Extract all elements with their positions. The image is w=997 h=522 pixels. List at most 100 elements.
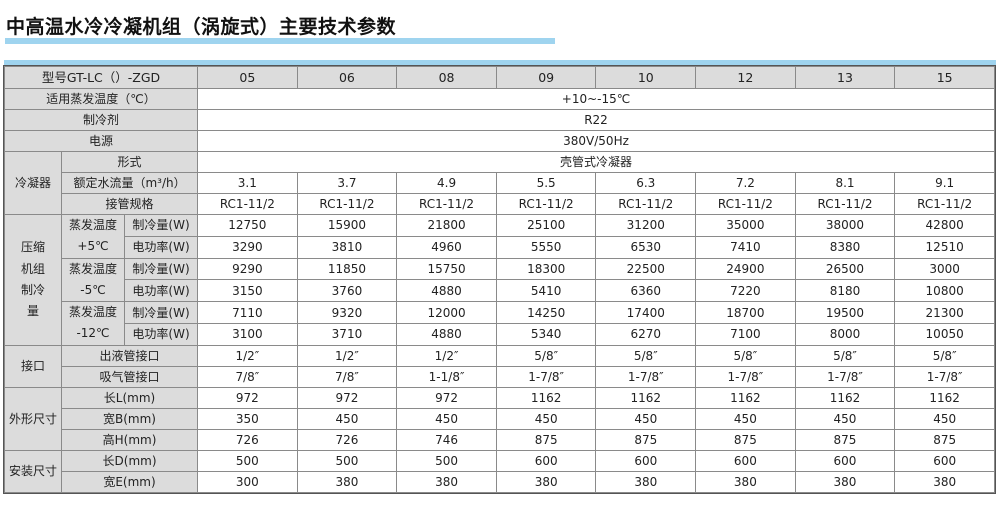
value-cell: 875 (695, 428, 796, 451)
value-cell: 380 (396, 470, 497, 493)
model-header: 13 (794, 66, 896, 89)
value-cell: 15750 (396, 257, 497, 281)
value-cell: 3.1 (197, 172, 298, 194)
model-header: 15 (894, 66, 995, 89)
table-top-band (4, 60, 996, 66)
value-cell: 6.3 (595, 172, 697, 194)
value-cell: RC1-11/2 (595, 193, 697, 215)
label-line: 制冷 (20, 282, 45, 297)
value-cell: 4.9 (396, 172, 497, 194)
value-cell: 450 (695, 407, 796, 430)
value-cell: 18300 (495, 257, 597, 281)
value-cell: RC1-11/2 (296, 193, 398, 215)
value-cell: 1/2″ (396, 344, 497, 367)
value-cell: 7100 (695, 322, 796, 346)
table-row: 蒸发温度 -5℃ 制冷量(W) 9290 11850 15750 18300 22500 249… (5, 257, 995, 303)
label-line: 蒸发温度 (68, 261, 117, 276)
value-cell: 875 (894, 428, 995, 451)
row-value: 壳管式冷凝器 (197, 151, 995, 173)
value-cell: 12510 (894, 235, 995, 259)
table-row: 接口 出液管接口 1/2″ 1/2″ 1/2″ 5/8″ 5/8″ 5/8″ 5/8″ 5/8″ (4, 344, 995, 388)
value-cell: 7.2 (695, 172, 796, 194)
value-cell: RC1-11/2 (396, 193, 497, 215)
row-label: 额定水流量（m³/h） (60, 172, 199, 194)
value-cell: 9.1 (894, 172, 995, 194)
row-label: 制冷量(W) (123, 257, 199, 281)
group-label: 接口 (4, 344, 62, 388)
row-value: +10~-15℃ (197, 88, 995, 110)
row-label: 高H(mm) (60, 428, 199, 451)
value-cell: 1162 (794, 386, 896, 409)
value-cell: 10800 (894, 279, 995, 303)
value-cell: 500 (396, 449, 497, 472)
value-cell: 972 (197, 386, 298, 409)
value-cell: 3760 (296, 279, 398, 303)
value-cell: 5/8″ (794, 344, 896, 367)
value-cell: 380 (894, 470, 995, 493)
title-underline (5, 38, 555, 44)
value-cell: 10050 (894, 322, 995, 346)
value-cell: 972 (296, 386, 398, 409)
value-cell: 875 (794, 428, 896, 451)
value-cell: 25100 (495, 214, 597, 237)
label-line: -12℃ (76, 326, 110, 341)
value-cell: 8380 (794, 235, 896, 259)
value-cell: 21800 (396, 214, 497, 237)
value-cell: 1-7/8″ (695, 365, 796, 388)
value-cell: 14250 (495, 301, 597, 324)
table-row: 蒸发温度 -12℃ 制冷量(W) 7110 9320 12000 14250 17400 187… (5, 301, 995, 346)
header-row: 型号GT-LC（）-ZGD 05 06 08 09 10 12 13 15 (3, 66, 995, 89)
model-header: 08 (396, 66, 497, 89)
value-cell: 380 (495, 470, 597, 493)
table-row: 制冷剂 R22 (3, 109, 995, 131)
value-cell: 5.5 (495, 172, 597, 194)
value-cell: 11850 (296, 257, 398, 281)
table-row: 压缩 机组 制冷量蒸发温度 +5℃ 制冷量(W) 12750 15900 21800 25100… (4, 214, 995, 346)
value-cell: 5/8″ (894, 344, 995, 367)
row-label: 形式 (60, 151, 199, 173)
row-label: 电功率(W) (123, 322, 199, 346)
table-row: 安装尺寸 长D(mm) 500 500 500 600 600 600 600 600 (4, 449, 995, 493)
value-cell: 875 (495, 428, 597, 451)
value-cell: 350 (197, 407, 298, 430)
table-row: 电功率(W) 3290 3810 4960 5550 6530 7410 8380 12510 (5, 235, 995, 259)
value-cell: 21300 (894, 301, 995, 324)
value-cell: 380 (296, 470, 398, 493)
row-label: 电功率(W) (123, 235, 199, 259)
value-cell: 8180 (794, 279, 896, 303)
value-cell: 600 (595, 449, 697, 472)
table-row: 高H(mm) 726 726 746 875 875 875 875 875 (5, 428, 995, 451)
value-cell: 1/2″ (296, 344, 398, 367)
condition-label: 蒸发温度 +5℃ (61, 214, 125, 259)
model-header: 05 (197, 66, 298, 89)
value-cell: 1162 (894, 386, 995, 409)
value-cell: 1/2″ (197, 344, 298, 367)
value-cell: 3810 (296, 235, 398, 259)
value-cell: 12750 (197, 214, 298, 237)
row-label: 吸气管接口 (60, 365, 199, 388)
value-cell: 7110 (197, 301, 298, 324)
model-header: 09 (495, 66, 597, 89)
value-cell: 1-1/8″ (396, 365, 497, 388)
label-line: +5℃ (77, 239, 109, 254)
value-cell: 450 (794, 407, 896, 430)
group-label: 冷凝器 (4, 151, 62, 215)
value-cell: 6360 (595, 279, 697, 303)
value-cell: 3000 (894, 257, 995, 281)
row-label: 出液管接口 (60, 344, 199, 367)
value-cell: 972 (396, 386, 497, 409)
value-cell: 5/8″ (495, 344, 597, 367)
value-cell: 3290 (197, 235, 298, 259)
value-cell: 9290 (197, 257, 298, 281)
value-cell: 3100 (197, 322, 298, 346)
model-header: 10 (595, 66, 697, 89)
value-cell: 726 (197, 428, 298, 451)
value-cell: 380 (595, 470, 697, 493)
value-cell: 450 (595, 407, 697, 430)
value-cell: RC1-11/2 (695, 193, 796, 215)
value-cell: 6270 (595, 322, 697, 346)
value-cell: 7220 (695, 279, 796, 303)
value-cell: 7/8″ (197, 365, 298, 388)
value-cell: 17400 (595, 301, 697, 324)
value-cell: 726 (296, 428, 398, 451)
